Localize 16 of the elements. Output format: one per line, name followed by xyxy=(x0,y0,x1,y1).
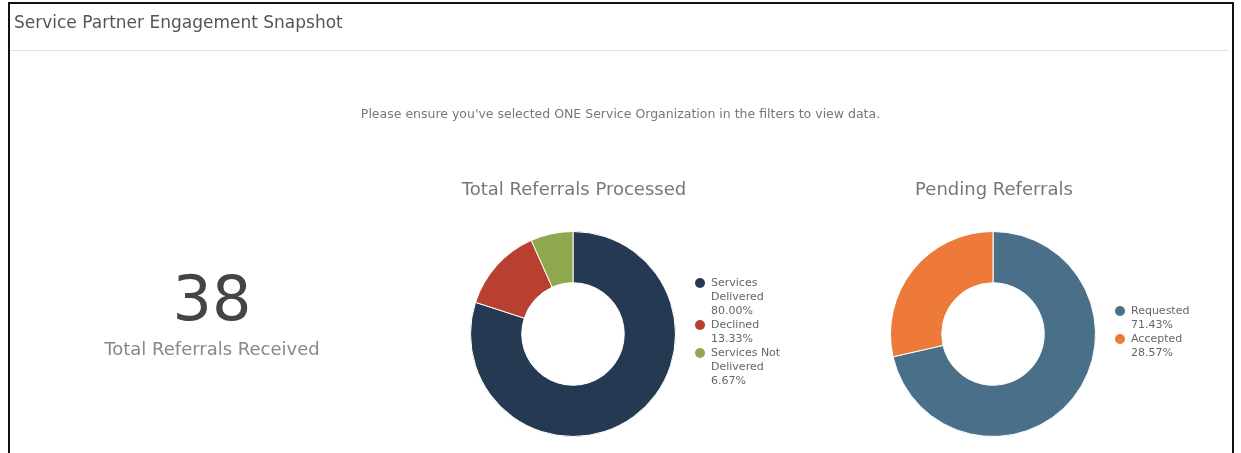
data-label: 71.43% xyxy=(1131,318,1173,331)
legend-label: Services Not Delivered xyxy=(711,346,781,373)
data-label: 13.33% xyxy=(711,332,753,345)
legend-label: Services Delivered xyxy=(711,276,764,303)
data-label: 6.67% xyxy=(711,374,746,387)
data-label: 80.00% xyxy=(711,304,753,317)
data-label: 28.57% xyxy=(1131,346,1173,359)
text: Total Referrals Received xyxy=(103,338,321,359)
chart-title: Total Referrals Processed xyxy=(460,178,688,199)
text: Service Partner Engagement Snapshot xyxy=(14,12,343,32)
text: Please ensure you've selected ONE Service Organization in the filters to view data. xyxy=(359,106,882,121)
chart-title: Pending Referrals xyxy=(914,178,1074,199)
legend-label: Accepted xyxy=(1131,332,1183,345)
legend-label: Declined xyxy=(711,318,760,331)
legend-label: Requested xyxy=(1131,304,1190,317)
text: 38 xyxy=(171,262,253,335)
